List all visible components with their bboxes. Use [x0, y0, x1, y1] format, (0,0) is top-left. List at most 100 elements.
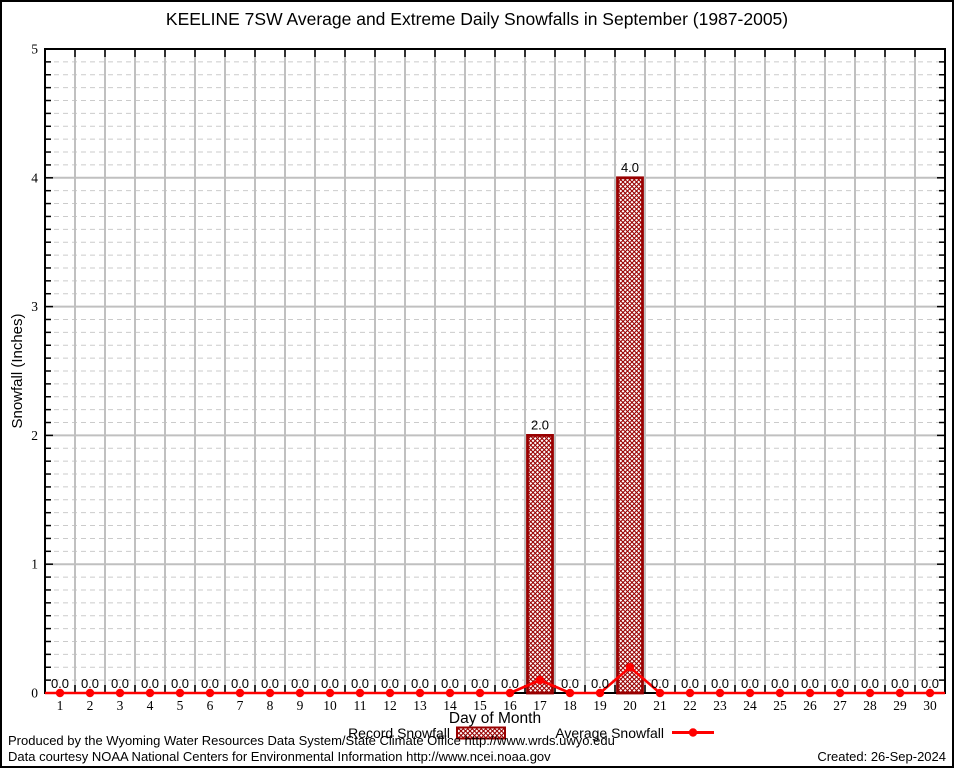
average-marker-day-9 — [295, 688, 305, 698]
x-tick-label-2: 2 — [87, 698, 94, 713]
value-label-day-6: 0.0 — [201, 676, 219, 691]
value-label-day-23: 0.0 — [711, 676, 729, 691]
x-tick-label-30: 30 — [923, 698, 937, 713]
x-tick-label-19: 19 — [593, 698, 607, 713]
x-tick-label-3: 3 — [117, 698, 124, 713]
x-tick-label-12: 12 — [383, 698, 397, 713]
x-tick-label-18: 18 — [563, 698, 577, 713]
value-label-day-24: 0.0 — [741, 676, 759, 691]
average-marker-day-22 — [685, 688, 695, 698]
average-marker-day-25 — [775, 688, 785, 698]
y-tick-label-3: 3 — [31, 299, 38, 314]
y-tick-label-5: 5 — [31, 42, 38, 57]
average-marker-day-12 — [385, 688, 395, 698]
value-label-day-29: 0.0 — [891, 676, 909, 691]
x-tick-label-27: 27 — [833, 698, 847, 713]
x-tick-label-26: 26 — [803, 698, 817, 713]
footer-produced-by: Produced by the Wyoming Water Resources … — [8, 733, 615, 748]
legend-record-swatch — [456, 726, 506, 740]
average-marker-day-29 — [895, 688, 905, 698]
value-label-day-13: 0.0 — [411, 676, 429, 691]
record-bars-layer — [526, 176, 644, 695]
average-marker-day-16 — [505, 688, 515, 698]
value-label-day-11: 0.0 — [351, 676, 369, 691]
average-line — [45, 665, 945, 695]
average-marker-day-5 — [175, 688, 185, 698]
value-label-day-10: 0.0 — [321, 676, 339, 691]
tick-labels-layer: 0.0 0.0 0.0 0.0 0.0 0.0 0.0 0.0 0.0 0.0 0.0 0.0 0.0 0… — [31, 42, 939, 714]
average-marker-day-19 — [595, 688, 605, 698]
grid-layer — [45, 49, 945, 693]
value-label-day-14: 0.0 — [441, 676, 459, 691]
x-tick-label-11: 11 — [354, 698, 367, 713]
average-marker-day-21 — [655, 688, 665, 698]
value-label-day-22: 0.0 — [681, 676, 699, 691]
x-tick-label-23: 23 — [713, 698, 727, 713]
y-tick-label-2: 2 — [31, 428, 38, 443]
average-line-layer — [45, 663, 945, 698]
average-marker-day-7 — [235, 688, 245, 698]
value-label-day-28: 0.0 — [861, 676, 879, 691]
y-tick-label-1: 1 — [31, 557, 38, 572]
x-tick-label-28: 28 — [863, 698, 877, 713]
value-label-day-20: 4.0 — [621, 160, 639, 175]
x-axis-title: Day of Month — [449, 710, 541, 727]
x-tick-label-17: 17 — [533, 698, 547, 713]
x-tick-label-15: 15 — [473, 698, 487, 713]
average-marker-day-2 — [85, 688, 95, 698]
average-marker-day-1 — [55, 688, 65, 698]
value-label-day-3: 0.0 — [111, 676, 129, 691]
footer-data-courtesy: Data courtesy NOAA National Centers for … — [8, 748, 551, 764]
average-marker-day-18 — [565, 688, 575, 698]
average-marker-day-8 — [265, 688, 275, 698]
average-marker-day-14 — [445, 688, 455, 698]
average-marker-day-3 — [115, 688, 125, 698]
value-label-day-7: 0.0 — [231, 676, 249, 691]
x-tick-label-7: 7 — [237, 698, 244, 713]
x-tick-label-5: 5 — [177, 698, 184, 713]
legend-average-label: Average Snowfall — [555, 725, 664, 741]
average-marker-day-26 — [805, 688, 815, 698]
value-label-day-17: 2.0 — [531, 417, 549, 432]
average-marker-day-27 — [835, 688, 845, 698]
x-tick-label-1: 1 — [57, 698, 64, 713]
value-label-day-18: 0.0 — [561, 676, 579, 691]
average-marker-day-17 — [535, 675, 545, 685]
record-bar-day-17 — [526, 433, 554, 695]
average-marker-day-23 — [715, 688, 725, 698]
snowfall-chart: 0.0 0.0 0.0 0.0 0.0 0.0 0.0 0.0 0.0 0.0 0.0 0.0 0.0 0… — [9, 42, 946, 741]
value-label-day-12: 0.0 — [381, 676, 399, 691]
x-tick-label-4: 4 — [147, 698, 154, 713]
value-label-day-4: 0.0 — [141, 676, 159, 691]
record-bar-day-20 — [616, 176, 644, 695]
value-label-day-5: 0.0 — [171, 676, 189, 691]
x-tick-label-29: 29 — [893, 698, 907, 713]
x-tick-label-24: 24 — [743, 698, 757, 713]
x-tick-label-21: 21 — [653, 698, 667, 713]
value-label-day-26: 0.0 — [801, 676, 819, 691]
average-marker-day-13 — [415, 688, 425, 698]
average-marker-day-15 — [475, 688, 485, 698]
x-tick-label-20: 20 — [623, 698, 637, 713]
x-tick-label-22: 22 — [683, 698, 697, 713]
legend-record-label: Record Snowfall — [348, 725, 450, 741]
chart-title: KEELINE 7SW Average and Extreme Daily Sn… — [165, 9, 789, 29]
average-marker-day-24 — [745, 688, 755, 698]
value-label-day-19: 0.0 — [591, 676, 609, 691]
average-marker-day-20 — [625, 663, 635, 672]
value-label-day-9: 0.0 — [291, 676, 309, 691]
value-label-day-30: 0.0 — [921, 676, 939, 691]
average-marker-day-4 — [145, 688, 155, 698]
legend-average-marker — [688, 728, 698, 737]
footer: Produced by the Wyoming Water Resources … — [2, 733, 952, 764]
x-tick-label-13: 13 — [413, 698, 427, 713]
footer-created-date: Created: 26-Sep-2024 — [817, 748, 946, 764]
x-tick-label-10: 10 — [323, 698, 337, 713]
y-axis-title: Snowfall (Inches) — [9, 313, 26, 428]
x-tick-label-8: 8 — [267, 698, 274, 713]
average-marker-day-30 — [925, 688, 935, 698]
y-tick-label-0: 0 — [31, 686, 38, 701]
value-label-day-8: 0.0 — [261, 676, 279, 691]
value-label-day-15: 0.0 — [471, 676, 489, 691]
